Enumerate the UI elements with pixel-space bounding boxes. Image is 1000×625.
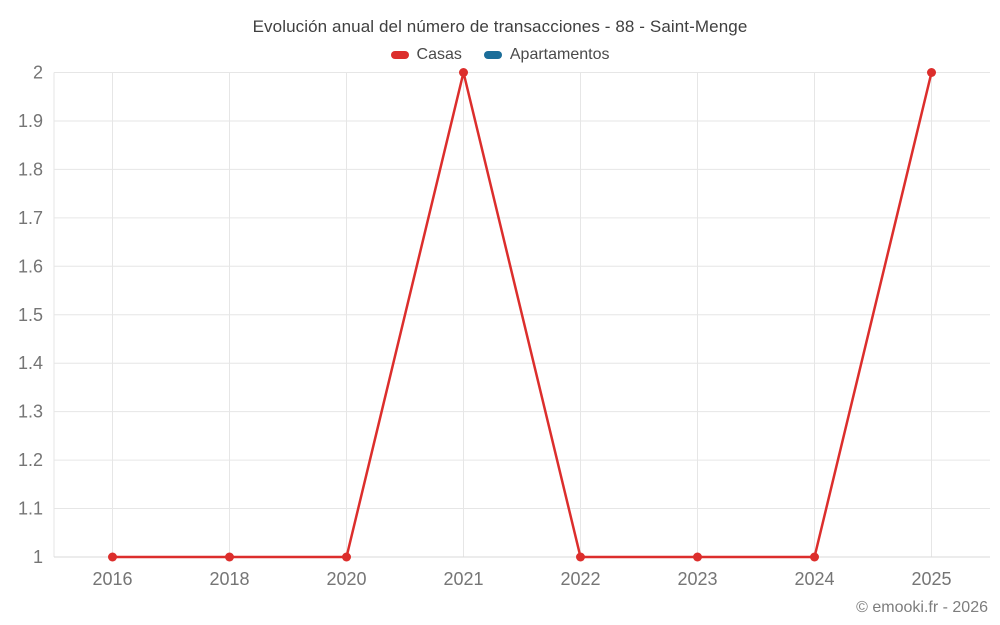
- y-axis-tick-label: 1.1: [18, 499, 43, 519]
- data-point-casas[interactable]: [810, 552, 819, 562]
- y-axis-tick-label: 1.9: [18, 111, 43, 131]
- legend-swatch-apartamentos-icon: [483, 51, 502, 59]
- data-point-casas[interactable]: [459, 68, 468, 77]
- y-axis-tick-label: 1.6: [18, 256, 43, 276]
- x-axis-tick-label: 2022: [560, 569, 600, 589]
- legend-label-casas: Casas: [416, 46, 462, 63]
- x-axis-tick-label: 2021: [443, 569, 483, 589]
- data-point-casas[interactable]: [693, 552, 702, 562]
- x-axis-tick-label: 2024: [794, 569, 834, 589]
- copyright-credit: © emooki.fr - 2026: [856, 599, 988, 616]
- data-point-casas[interactable]: [225, 552, 234, 562]
- data-point-casas[interactable]: [576, 552, 585, 562]
- legend-swatch-casas-icon: [390, 51, 409, 59]
- x-axis-tick-label: 2025: [911, 569, 951, 589]
- series-line-casas: [111, 71, 933, 559]
- y-axis-tick-label: 1.3: [18, 402, 43, 422]
- x-axis-tick-label: 2020: [326, 569, 366, 589]
- y-axis-tick-label: 1.2: [18, 450, 43, 470]
- legend-item-casas[interactable]: Casas: [390, 46, 462, 64]
- x-axis-tick-label: 2016: [92, 569, 132, 589]
- x-axis-tick-label: 2023: [677, 569, 717, 589]
- data-point-casas[interactable]: [108, 552, 117, 562]
- y-axis-tick-label: 2: [33, 63, 43, 83]
- y-axis-tick-label: 1: [33, 547, 43, 567]
- x-axis-tick-label: 2018: [209, 569, 249, 589]
- data-point-casas[interactable]: [342, 552, 351, 562]
- y-axis-tick-label: 1.5: [18, 305, 43, 325]
- legend-item-apartamentos[interactable]: Apartamentos: [483, 46, 610, 64]
- y-axis-tick-label: 1.7: [18, 208, 43, 228]
- legend-label-apartamentos: Apartamentos: [509, 46, 610, 63]
- y-axis-tick-label: 1.8: [18, 159, 43, 179]
- chart-title: Evolución anual del número de transaccio…: [252, 17, 748, 36]
- legend: Casas Apartamentos: [0, 46, 1000, 64]
- y-axis-tick-label: 1.4: [18, 353, 43, 373]
- data-point-casas[interactable]: [927, 68, 936, 77]
